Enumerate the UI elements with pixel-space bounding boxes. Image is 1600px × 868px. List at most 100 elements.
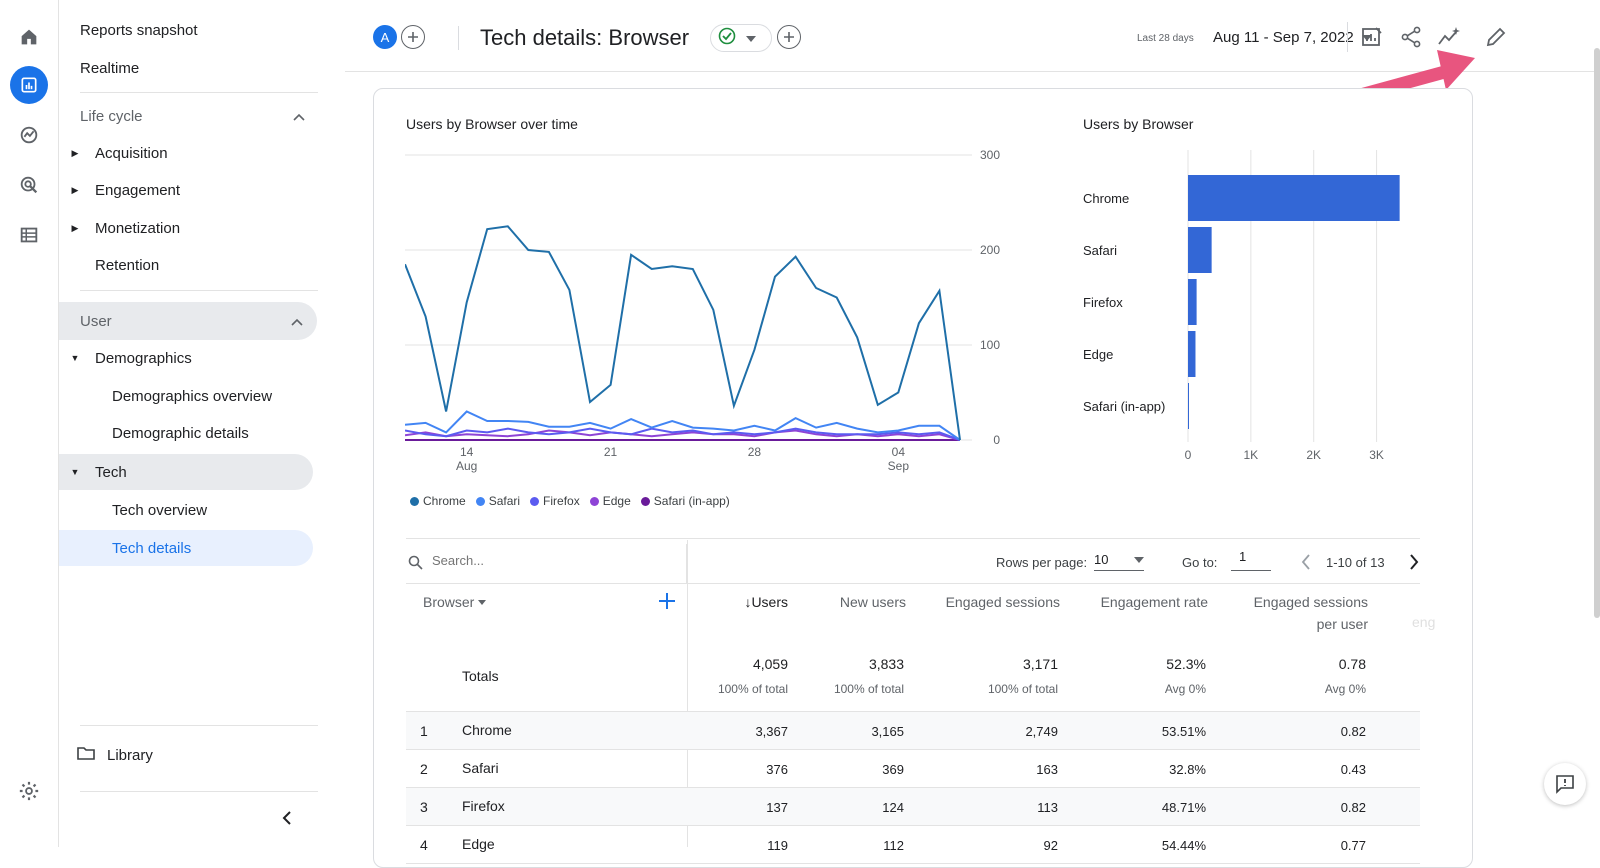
prev-page-chevron-icon[interactable]	[1301, 554, 1311, 575]
nav-retention[interactable]: Retention	[95, 256, 160, 274]
advertising-icon[interactable]	[10, 166, 48, 204]
nav-demographics[interactable]: ▼ Demographics	[65, 340, 325, 376]
x-tick-day: 04	[892, 445, 906, 459]
collapse-chevron-left-icon[interactable]	[281, 810, 293, 831]
rows-per-page-value: 10	[1094, 552, 1109, 567]
table-search-input[interactable]	[432, 553, 652, 568]
table-row[interactable]	[406, 712, 1420, 750]
line-chart-legend: Chrome Safari Firefox Edge Safari (in-app)	[410, 494, 730, 508]
row-index: 2	[420, 761, 428, 777]
add-report-plus-icon[interactable]	[777, 25, 801, 49]
explore-icon[interactable]	[10, 116, 48, 154]
table-toolbar: Rows per page: 10 Go to: 1 1-10 of 13	[406, 544, 1420, 584]
row-dimension-value: Firefox	[462, 798, 505, 814]
nav-demographic-details[interactable]: Demographic details	[112, 424, 249, 442]
legend-item[interactable]: Safari (in-app)	[640, 494, 730, 508]
nav-demographics-overview[interactable]: Demographics overview	[112, 387, 273, 405]
caret-down-icon	[746, 29, 756, 47]
row-metric-sessions: 113	[1037, 800, 1058, 815]
table-row[interactable]	[406, 750, 1420, 788]
nav-tech-overview[interactable]: Tech overview	[112, 501, 208, 519]
column-header-line1: Engaged sessions	[1253, 594, 1368, 610]
legend-item[interactable]: Firefox	[530, 494, 580, 508]
line-chart-title: Users by Browser over time	[406, 116, 578, 132]
nav-divider	[80, 725, 318, 726]
nav-monetization[interactable]: ▶ Monetization	[65, 210, 325, 246]
column-header-users[interactable]: ↓Users	[744, 594, 788, 610]
goto-input[interactable]: 1	[1231, 549, 1271, 571]
totals-label: Totals	[462, 668, 499, 684]
settings-gear-icon[interactable]	[10, 772, 48, 810]
nav-realtime[interactable]: Realtime	[80, 59, 140, 77]
legend-label: Safari (in-app)	[653, 494, 730, 508]
totals-value: 0.78	[1338, 656, 1366, 672]
column-header-new-users[interactable]: New users	[839, 594, 906, 610]
nav-section-lifecycle[interactable]: Life cycle	[59, 97, 319, 135]
column-header-truncated: eng	[1412, 614, 1436, 630]
header-divider	[458, 26, 459, 50]
row-metric-new-users: 124	[882, 800, 904, 815]
feedback-icon	[1556, 775, 1574, 794]
bar-chart: 0 1K 2K 3K Chrome Safari Firefox Edge Safari (in…	[1083, 150, 1400, 462]
nav-library[interactable]: Library	[77, 737, 337, 773]
column-header-label: Users	[751, 594, 788, 610]
check-circle-icon	[718, 27, 736, 50]
column-header-engaged-sessions-per-user[interactable]: Engaged sessions per user	[1228, 594, 1368, 632]
x-tick-label: 2K	[1306, 448, 1321, 462]
share-icon[interactable]	[1400, 26, 1422, 53]
nav-reports-snapshot[interactable]: Reports snapshot	[80, 21, 198, 39]
row-metric-new-users: 369	[882, 762, 904, 777]
totals-subtext: 100% of total	[717, 682, 788, 696]
caret-right-icon: ▶	[71, 147, 79, 158]
row-metric-rate: 32.8%	[1169, 762, 1206, 777]
feedback-button[interactable]	[1544, 763, 1586, 805]
bar-safari-in-app-	[1188, 383, 1189, 429]
table-row[interactable]	[406, 788, 1420, 826]
series-line-chrome	[405, 225, 961, 441]
nav-acquisition[interactable]: ▶ Acquisition	[65, 135, 325, 171]
legend-item[interactable]: Edge	[589, 494, 631, 508]
nav-section-user[interactable]: User	[59, 302, 317, 340]
row-index: 4	[420, 837, 428, 853]
insights-sparkle-icon[interactable]	[1437, 26, 1461, 53]
row-metric-new-users: 112	[883, 838, 904, 853]
series-line-firefox	[405, 427, 961, 441]
caret-down-icon	[478, 599, 487, 605]
reports-icon[interactable]	[10, 66, 48, 104]
browser-dimension-dropdown[interactable]: Browser	[423, 594, 487, 610]
home-icon[interactable]	[10, 18, 48, 56]
add-dimension-plus-icon[interactable]	[658, 592, 676, 615]
nav-divider	[80, 92, 318, 93]
comparison-avatar[interactable]: A	[373, 25, 397, 49]
legend-item[interactable]: Chrome	[410, 494, 466, 508]
nav-tech[interactable]: ▼ Tech	[59, 454, 313, 490]
edit-pencil-icon[interactable]	[1485, 26, 1507, 53]
add-comparison-plus-icon[interactable]	[401, 25, 425, 49]
x-tick-day: 14	[460, 445, 474, 459]
status-dropdown[interactable]	[710, 24, 772, 52]
column-header-line2: per user	[1316, 616, 1368, 632]
row-metric-sessions: 163	[1036, 762, 1058, 777]
row-metric-users: 376	[766, 762, 788, 777]
page-scrollbar[interactable]	[1594, 48, 1600, 618]
legend-item[interactable]: Safari	[475, 494, 520, 508]
row-metric-users: 119	[767, 838, 788, 853]
row-metric-per-user: 0.82	[1340, 800, 1366, 815]
column-header-engagement-rate[interactable]: Engagement rate	[1100, 594, 1208, 610]
legend-label: Firefox	[543, 494, 580, 508]
caret-down-icon: ▼	[70, 467, 80, 477]
chevron-up-icon	[291, 313, 303, 330]
nav-engagement[interactable]: ▶ Engagement	[65, 172, 325, 208]
customize-chart-icon[interactable]	[1361, 26, 1383, 53]
nav-tech-details[interactable]: Tech details	[59, 530, 313, 566]
next-page-chevron-icon[interactable]	[1409, 554, 1419, 575]
totals-divider	[406, 711, 1420, 712]
rows-per-page-select[interactable]: 10	[1094, 549, 1144, 571]
column-header-engaged-sessions[interactable]: Engaged sessions	[945, 594, 1060, 610]
report-header: A Tech details: Browser Last 28 days Aug…	[345, 0, 1600, 72]
row-metric-users: 3,367	[755, 724, 788, 739]
configure-icon[interactable]	[10, 216, 48, 254]
y-tick-label: 100	[980, 338, 1000, 352]
legend-label: Chrome	[423, 494, 466, 508]
